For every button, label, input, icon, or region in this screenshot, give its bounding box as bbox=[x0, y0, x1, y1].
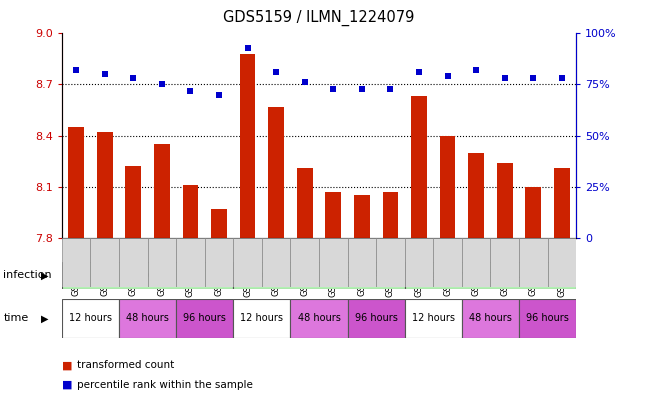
Text: low virulent influenza A: low virulent influenza A bbox=[258, 270, 380, 281]
Point bbox=[471, 67, 481, 73]
Point bbox=[414, 69, 424, 75]
Point bbox=[557, 75, 567, 81]
Bar bbox=[62, 238, 90, 287]
Bar bbox=[297, 168, 312, 238]
Bar bbox=[411, 96, 427, 238]
Text: infection: infection bbox=[3, 270, 52, 281]
Bar bbox=[90, 238, 119, 287]
Text: ▶: ▶ bbox=[41, 313, 49, 323]
Text: time: time bbox=[3, 313, 29, 323]
Point bbox=[128, 75, 139, 81]
Bar bbox=[62, 299, 119, 338]
Text: 48 hours: 48 hours bbox=[126, 313, 169, 323]
Bar bbox=[547, 238, 576, 287]
Point bbox=[299, 79, 310, 86]
Text: 48 hours: 48 hours bbox=[469, 313, 512, 323]
Text: 96 hours: 96 hours bbox=[184, 313, 226, 323]
Text: percentile rank within the sample: percentile rank within the sample bbox=[77, 380, 253, 390]
Bar bbox=[319, 238, 348, 287]
Bar bbox=[354, 195, 370, 238]
Bar bbox=[262, 238, 290, 287]
Bar bbox=[204, 238, 233, 287]
Bar bbox=[176, 238, 204, 287]
Bar bbox=[233, 262, 405, 289]
Bar bbox=[405, 238, 434, 287]
Text: ■: ■ bbox=[62, 380, 72, 390]
Text: 96 hours: 96 hours bbox=[526, 313, 569, 323]
Bar bbox=[326, 192, 341, 238]
Point bbox=[442, 73, 452, 79]
Bar bbox=[154, 144, 170, 238]
Bar bbox=[62, 262, 233, 289]
Point bbox=[242, 44, 253, 51]
Bar bbox=[348, 299, 405, 338]
Bar bbox=[468, 152, 484, 238]
Bar bbox=[462, 299, 519, 338]
Text: 12 hours: 12 hours bbox=[240, 313, 283, 323]
Bar bbox=[233, 299, 290, 338]
Bar bbox=[434, 238, 462, 287]
Text: 12 hours: 12 hours bbox=[69, 313, 112, 323]
Text: GDS5159 / ILMN_1224079: GDS5159 / ILMN_1224079 bbox=[223, 10, 415, 26]
Text: ■: ■ bbox=[62, 360, 72, 371]
Bar bbox=[126, 166, 141, 238]
Bar bbox=[119, 299, 176, 338]
Bar bbox=[497, 163, 512, 238]
Point bbox=[100, 71, 110, 77]
Bar bbox=[68, 127, 84, 238]
Point bbox=[385, 85, 396, 92]
Bar bbox=[348, 238, 376, 287]
Bar bbox=[176, 299, 233, 338]
Text: 48 hours: 48 hours bbox=[298, 313, 340, 323]
Bar bbox=[490, 238, 519, 287]
Bar bbox=[240, 54, 255, 238]
Point bbox=[185, 88, 195, 94]
Text: highly virulent influenza A: highly virulent influenza A bbox=[422, 270, 559, 281]
Bar bbox=[119, 238, 148, 287]
Bar bbox=[405, 262, 576, 289]
Point bbox=[528, 75, 538, 81]
Bar bbox=[462, 238, 490, 287]
Point bbox=[499, 75, 510, 81]
Text: transformed count: transformed count bbox=[77, 360, 174, 371]
Bar bbox=[290, 299, 348, 338]
Bar bbox=[268, 107, 284, 238]
Bar bbox=[525, 187, 541, 238]
Text: ▶: ▶ bbox=[41, 270, 49, 281]
Bar bbox=[554, 168, 570, 238]
Point bbox=[214, 92, 224, 98]
Text: mock: mock bbox=[133, 270, 161, 281]
Bar bbox=[233, 238, 262, 287]
Point bbox=[271, 69, 281, 75]
Point bbox=[157, 81, 167, 88]
Bar bbox=[182, 185, 199, 238]
Bar bbox=[290, 238, 319, 287]
Point bbox=[357, 85, 367, 92]
Bar bbox=[519, 238, 547, 287]
Bar bbox=[383, 192, 398, 238]
Text: 96 hours: 96 hours bbox=[355, 313, 398, 323]
Bar bbox=[519, 299, 576, 338]
Text: 12 hours: 12 hours bbox=[412, 313, 455, 323]
Bar bbox=[376, 238, 405, 287]
Bar bbox=[148, 238, 176, 287]
Bar bbox=[439, 136, 456, 238]
Bar bbox=[405, 299, 462, 338]
Point bbox=[328, 85, 339, 92]
Point bbox=[71, 67, 81, 73]
Bar bbox=[97, 132, 113, 238]
Bar bbox=[211, 209, 227, 238]
